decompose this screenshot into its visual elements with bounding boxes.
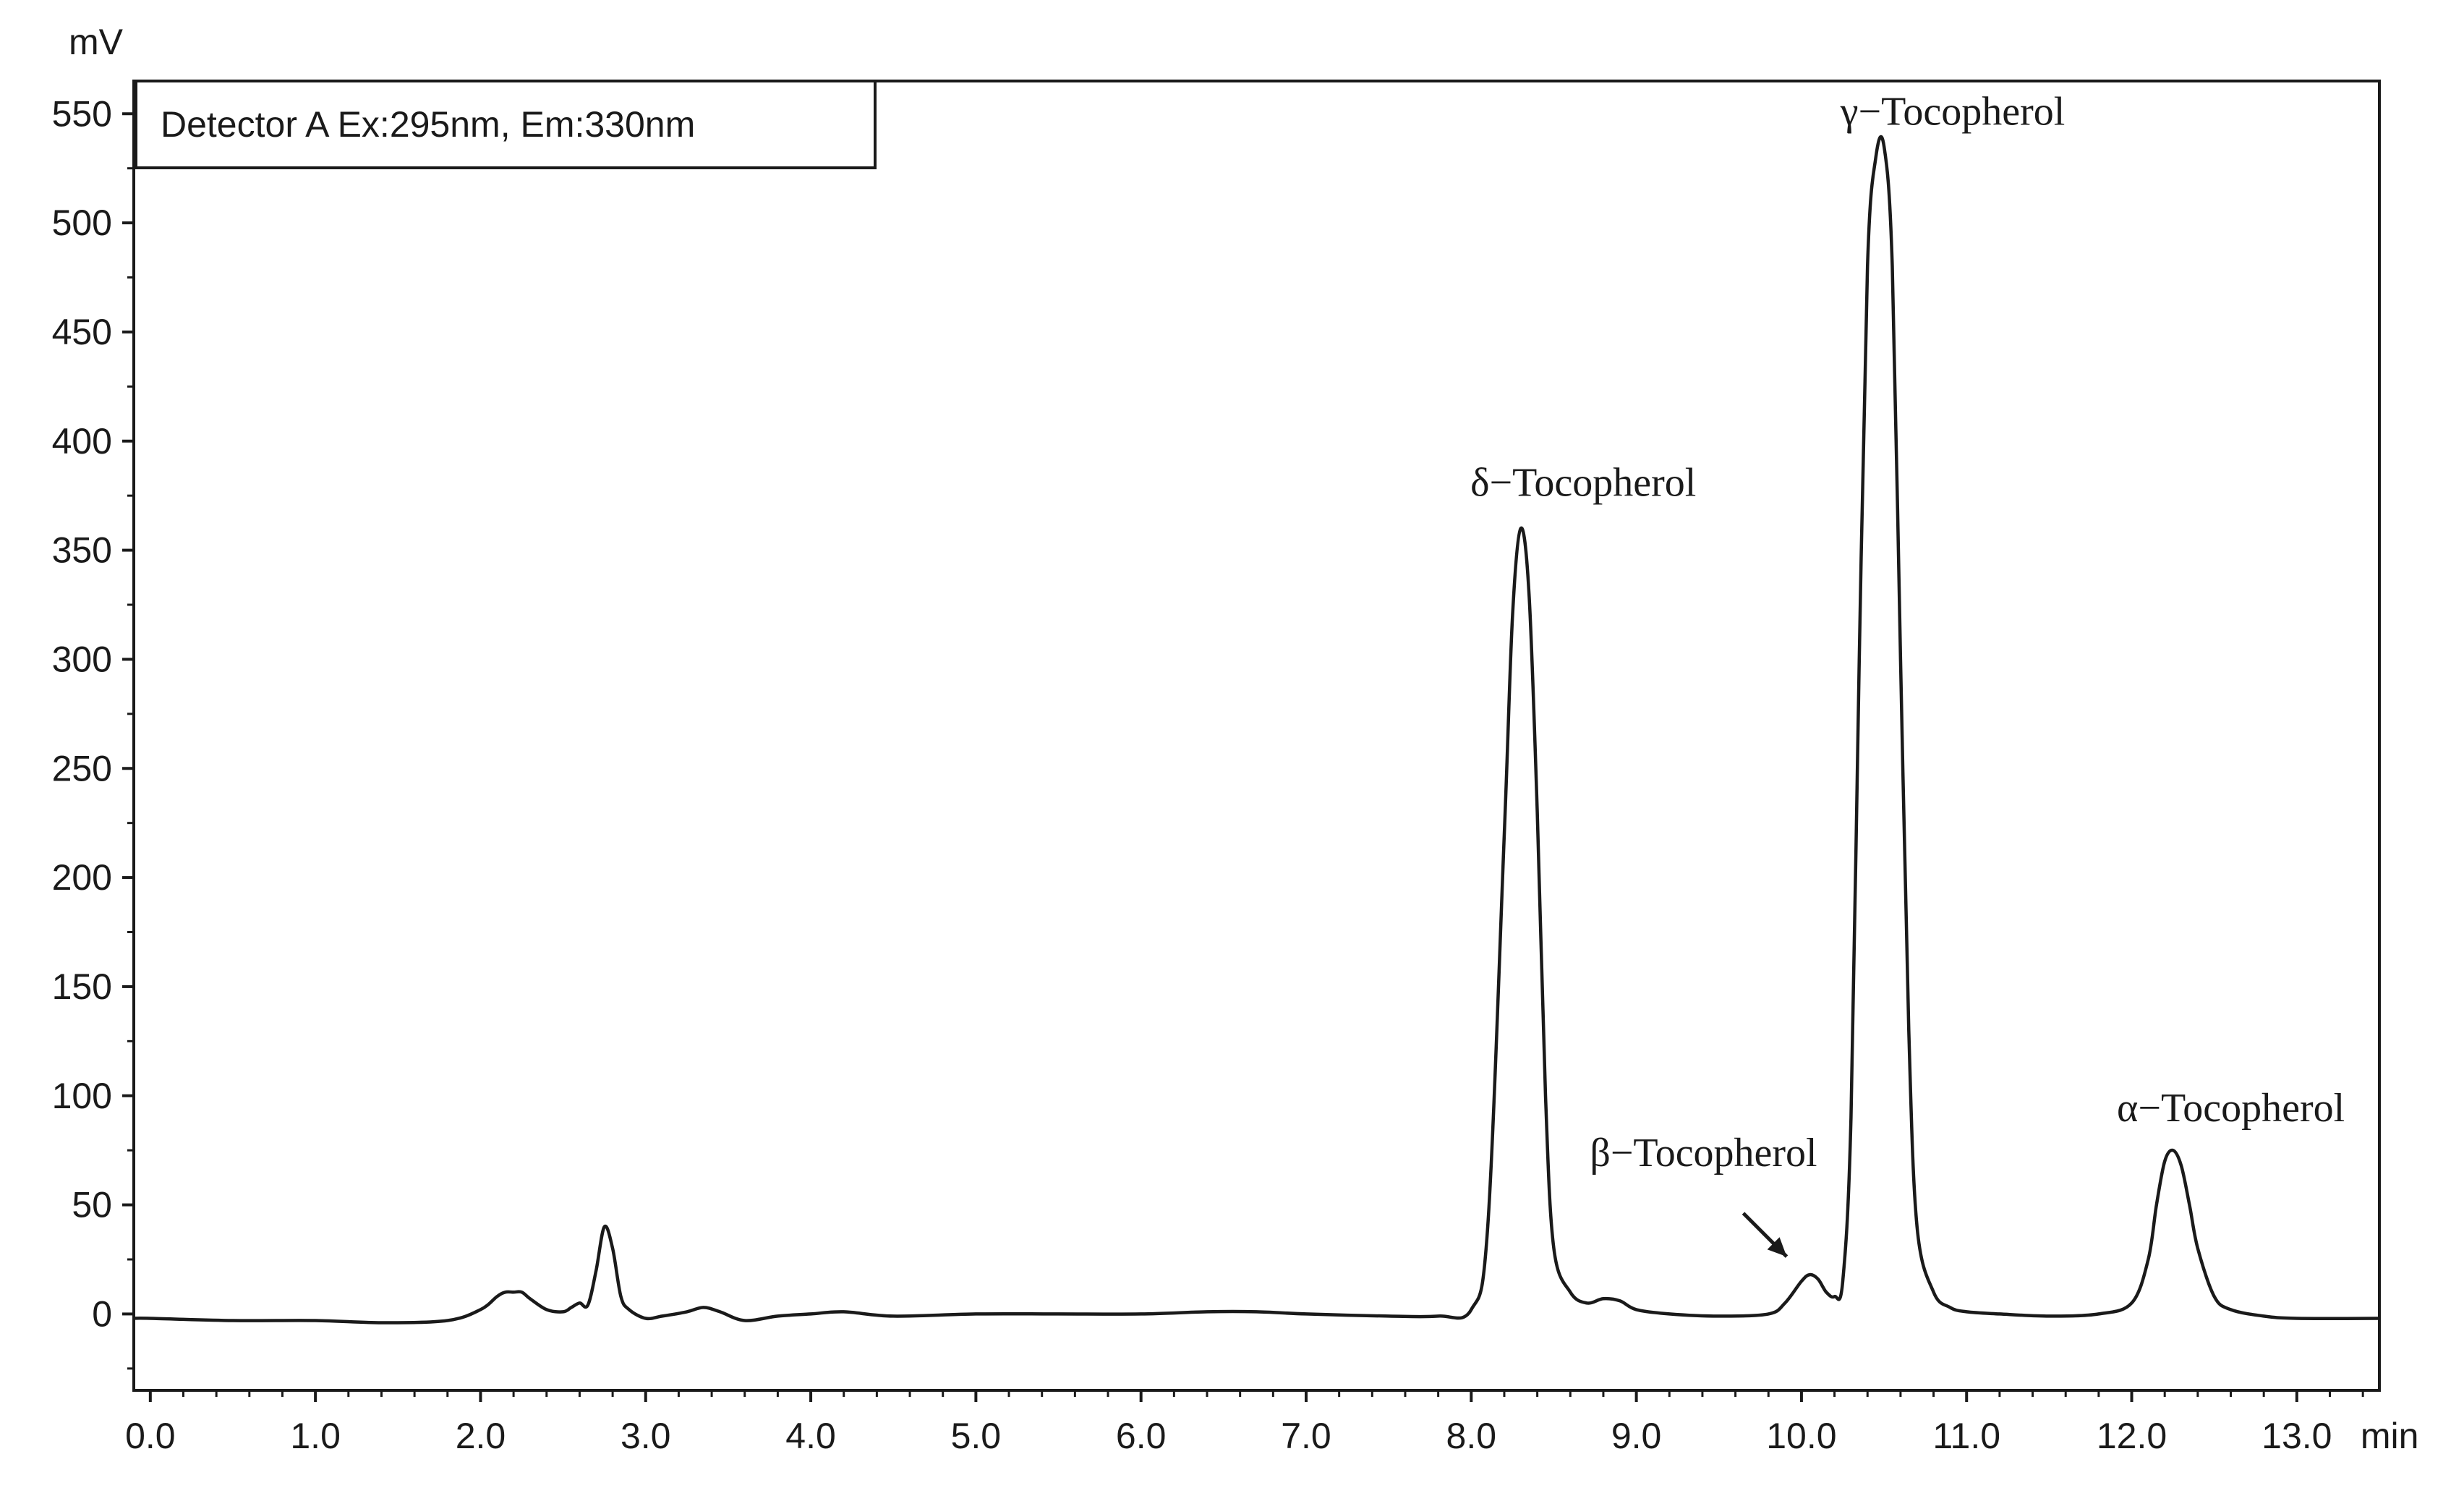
y-tick-label: 150 xyxy=(52,966,112,1007)
x-tick-label: 11.0 xyxy=(1932,1416,2000,1456)
y-tick-label: 400 xyxy=(52,421,112,462)
peak-annotation: β−Tocopherol xyxy=(1590,1131,1817,1175)
x-tick-label: 9.0 xyxy=(1611,1416,1662,1456)
x-unit-label: min xyxy=(2361,1416,2419,1456)
peak-annotation: γ−Tocopherol xyxy=(1840,90,2066,135)
x-tick-label: 12.0 xyxy=(2097,1416,2167,1456)
legend-layer: Detector A Ex:295nm, Em:330nm xyxy=(135,80,877,169)
detector-label-box xyxy=(135,80,877,169)
plot-frame xyxy=(132,80,2381,1392)
peak-annotation: δ−Tocopherol xyxy=(1470,460,1696,505)
x-tick-label: 4.0 xyxy=(785,1416,836,1456)
y-tick-label: 350 xyxy=(52,530,112,571)
y-tick-label: 450 xyxy=(52,312,112,352)
y-tick-label: 50 xyxy=(72,1185,112,1225)
x-tick-label: 0.0 xyxy=(125,1416,176,1456)
detector-label: Detector A Ex:295nm, Em:330nm xyxy=(161,104,695,145)
axes-layer xyxy=(132,80,2381,1392)
series-layer xyxy=(133,135,2380,1325)
x-tick-label: 6.0 xyxy=(1116,1416,1167,1456)
y-tick-label: 550 xyxy=(52,93,112,134)
x-tick-label: 3.0 xyxy=(621,1416,671,1456)
y-tick-label: 300 xyxy=(52,639,112,679)
x-tick-label: 5.0 xyxy=(951,1416,1002,1456)
x-tick-label: 1.0 xyxy=(290,1416,341,1456)
y-tick-label: 250 xyxy=(52,748,112,788)
ticks-layer: 0 50 100 150 200 250 300 350 400 450 500 550 mV 0.0 1.… xyxy=(52,22,2419,1456)
y-unit-label: mV xyxy=(69,22,124,62)
y-tick-label: 200 xyxy=(52,857,112,898)
peak-annotation: α−Tocopherol xyxy=(2117,1086,2345,1131)
x-tick-label: 7.0 xyxy=(1281,1416,1331,1456)
annotation-layer: δ−Tocopherol β−Tocopherol γ−Tocopherol α−To… xyxy=(1470,90,2345,1258)
x-tick-label: 2.0 xyxy=(456,1416,506,1456)
x-tick-label: 10.0 xyxy=(1766,1416,1836,1456)
y-tick-label: 0 xyxy=(92,1293,112,1334)
y-tick-label: 500 xyxy=(52,203,112,243)
y-tick-label: 100 xyxy=(52,1076,112,1116)
chromatogram-trace xyxy=(133,135,2380,1325)
annotation-arrowhead xyxy=(1767,1237,1787,1257)
x-tick-label: 13.0 xyxy=(2261,1416,2332,1456)
x-tick-label: 8.0 xyxy=(1446,1416,1497,1456)
